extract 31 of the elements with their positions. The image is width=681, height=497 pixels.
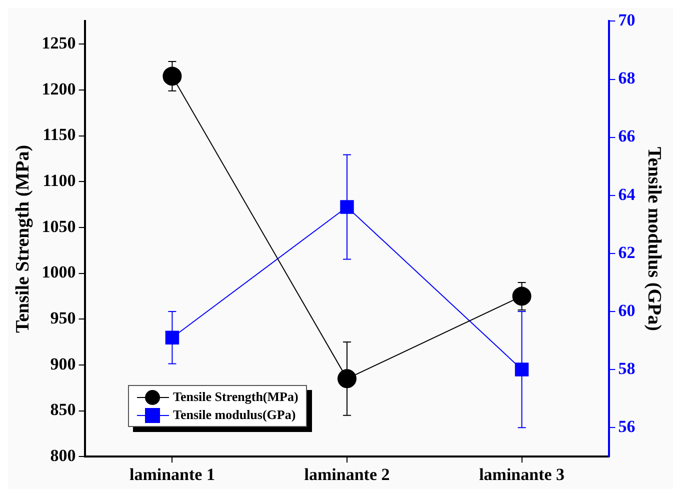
y-tick-label: 1200 [42,79,76,98]
y-axis-title: Tensile Strength (MPa) [12,144,34,333]
y2-tick-label: 60 [618,300,636,320]
y2-tick-label: 66 [618,126,636,146]
point [340,200,354,214]
y-tick-label: 850 [50,400,76,420]
y2-axis-title: Tensile modulus (GPa) [644,146,665,331]
point [512,286,532,306]
x-tick-label: laminante 1 [129,465,215,484]
point [165,330,180,344]
y2-tick-label: 62 [618,242,636,262]
point [514,362,529,376]
y-tick-label: 1250 [42,34,76,53]
y2-tick-label: 70 [618,10,636,30]
y-tick-label: 1000 [42,262,76,282]
legend-label: Tensile modulus(GPa) [173,407,296,423]
x-tick-label: laminante 3 [479,465,565,484]
y2-tick-label: 58 [618,358,636,378]
y2-tick-label: 56 [618,416,636,436]
y-tick-label: 1150 [42,125,76,144]
y-tick-label: 900 [50,354,76,374]
y-tick-label: 950 [50,308,76,328]
y2-tick-label: 68 [618,68,636,88]
x-tick-label: laminante 2 [304,465,390,484]
y-tick-label: 1050 [42,216,76,236]
point [162,66,182,86]
y-tick-label: 1100 [42,171,76,190]
y2-tick-label: 64 [618,184,636,204]
point [338,369,356,388]
y-tick-label: 800 [50,446,76,465]
legend-label: Tensile Strength(MPa) [173,389,298,405]
